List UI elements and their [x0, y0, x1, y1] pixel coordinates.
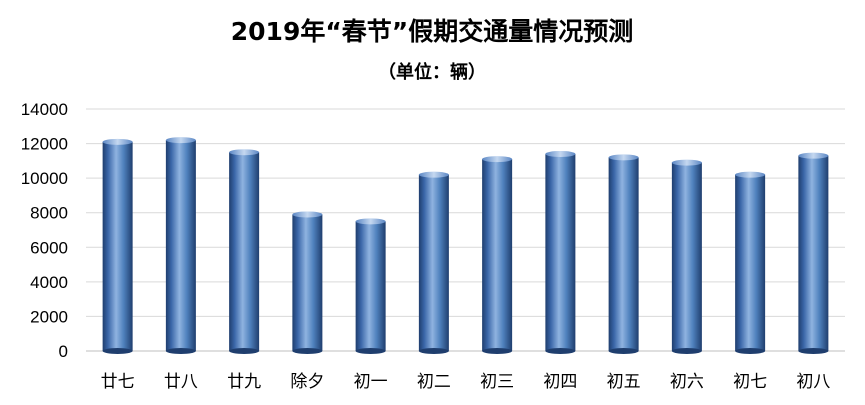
bar [229, 149, 260, 354]
bar-cap [545, 150, 576, 157]
bar-cap [735, 171, 766, 178]
bar [798, 152, 829, 354]
bar-cap [165, 137, 196, 144]
bar-cap [292, 211, 323, 218]
bar-body [418, 174, 449, 351]
chart-subtitle: （单位：辆） [378, 61, 486, 83]
bar-body [165, 140, 196, 351]
x-tick-label: 初六 [670, 372, 704, 392]
bar-cap [608, 154, 639, 161]
bar [608, 154, 639, 354]
bar-cap [229, 149, 260, 156]
bar-base [165, 348, 196, 354]
bar-body [355, 221, 386, 351]
bar [735, 171, 766, 354]
bar-body [735, 174, 766, 351]
x-tick-label: 初二 [417, 372, 451, 392]
y-tick-label: 2000 [30, 307, 68, 326]
bar-body [102, 141, 133, 351]
x-tick-label: 初一 [354, 372, 388, 392]
bar-cap [671, 159, 702, 166]
bar-body [482, 159, 513, 351]
bar-cap [798, 152, 829, 159]
bar [102, 138, 133, 354]
bar-cap [482, 156, 513, 163]
bar-base [735, 348, 766, 354]
bar [545, 150, 576, 354]
bar-body [798, 155, 829, 351]
bar-body [608, 157, 639, 351]
x-tick-label: 初五 [607, 372, 641, 392]
x-tick-label: 初四 [543, 372, 577, 392]
bar-base [671, 348, 702, 354]
y-tick-label: 14000 [21, 100, 68, 119]
bar-cap [418, 171, 449, 178]
bar-base [292, 348, 323, 354]
bar-base [102, 348, 133, 354]
y-tick-label: 8000 [30, 204, 68, 223]
y-tick-label: 10000 [21, 169, 68, 188]
bar-body [545, 153, 576, 351]
bar-cap [102, 138, 133, 145]
bar-cap [355, 218, 386, 225]
y-tick-label: 4000 [30, 273, 68, 292]
x-tick-label: 初三 [480, 372, 514, 392]
x-tick-label: 初七 [733, 372, 767, 392]
bar-body [671, 162, 702, 351]
x-axis-ticks: 廿七 廿八 廿九 除夕 初一 初二 初三 初四 初五 初六 初七 初八 [101, 372, 831, 392]
x-tick-label: 除夕 [290, 372, 324, 392]
y-tick-label: 12000 [21, 135, 68, 154]
y-tick-label: 6000 [30, 238, 68, 257]
gridlines [86, 108, 845, 352]
chart-title: 2019年“春节”假期交通量情况预测 [231, 17, 633, 46]
bar [355, 218, 386, 354]
bar-body [292, 214, 323, 351]
y-axis-ticks: 0 2000 4000 6000 8000 10000 12000 14000 [21, 100, 68, 361]
x-tick-label: 廿八 [164, 372, 198, 392]
bar-base [608, 348, 639, 354]
bar-base [229, 348, 260, 354]
bar-body [229, 152, 260, 351]
bars [102, 137, 829, 354]
bar-base [545, 348, 576, 354]
bar [418, 171, 449, 354]
bar-base [482, 348, 513, 354]
bar [482, 156, 513, 354]
x-tick-label: 初八 [796, 372, 830, 392]
bar [292, 211, 323, 354]
y-tick-label: 0 [59, 342, 68, 361]
bar-base [798, 348, 829, 354]
bar [671, 159, 702, 354]
bar-base [355, 348, 386, 354]
bar [165, 137, 196, 354]
x-tick-label: 廿九 [227, 372, 261, 392]
x-tick-label: 廿七 [101, 372, 135, 392]
bar-base [418, 348, 449, 354]
